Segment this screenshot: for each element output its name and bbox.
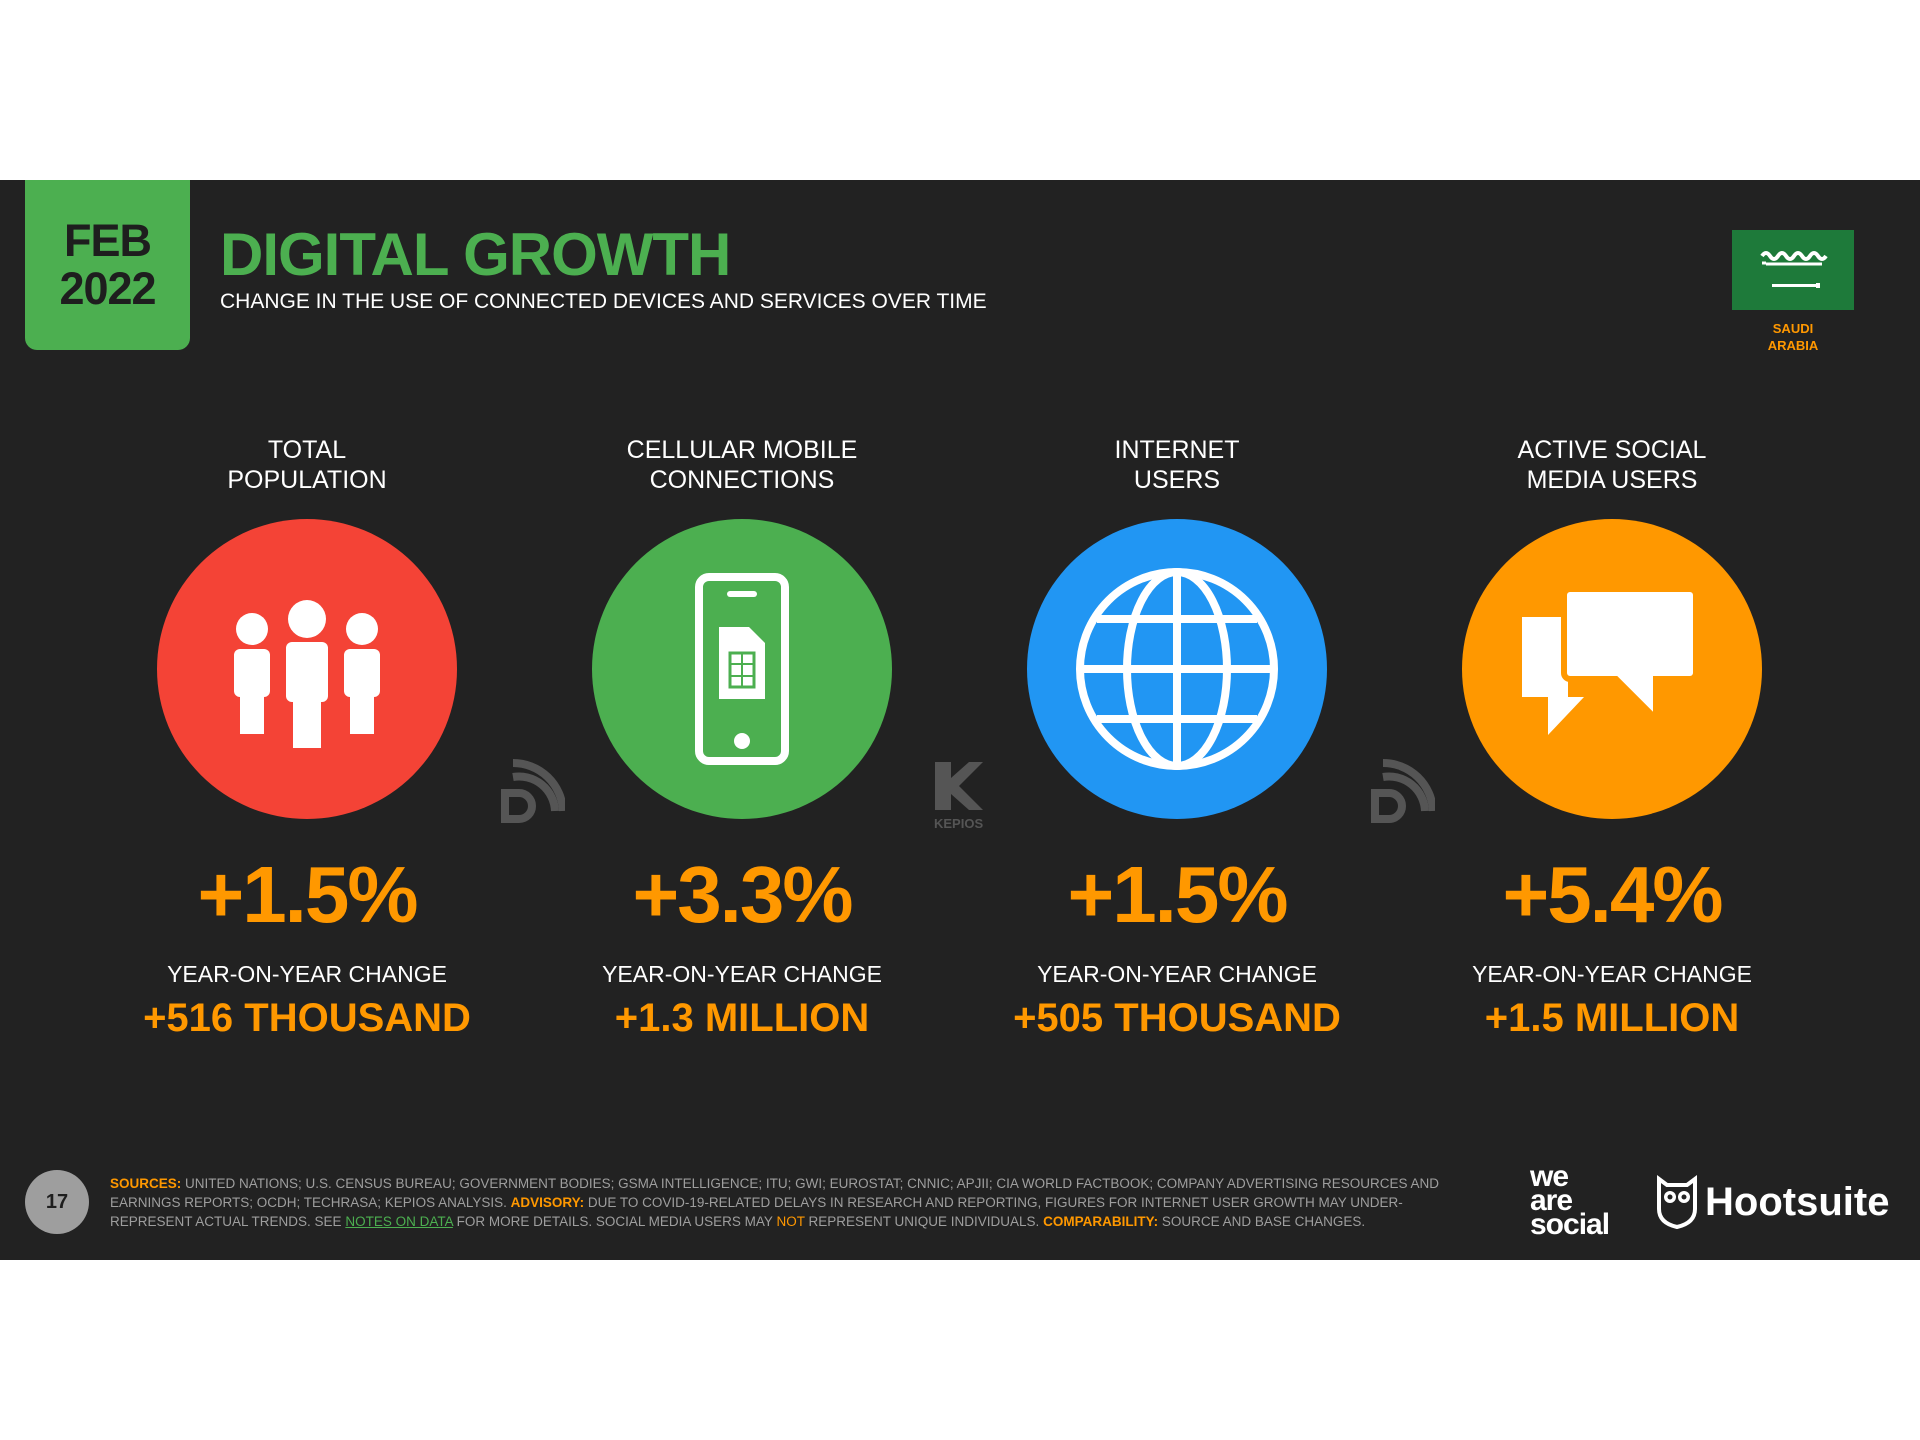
mobile-sim-icon bbox=[592, 519, 892, 819]
percent-change: +1.5% bbox=[1067, 850, 1288, 939]
percent-change: +5.4% bbox=[1502, 850, 1723, 939]
absolute-change: +1.5 MILLION bbox=[1484, 996, 1740, 1040]
metric-social-media-users: ACTIVE SOCIAL MEDIA USERS +5.4% YEAR-ON-… bbox=[1402, 435, 1822, 1041]
saudi-flag-icon bbox=[1732, 230, 1854, 310]
metric-total-population: TOTAL POPULATION +1.5% YEAR-ON-YEAR CHAN bbox=[97, 435, 517, 1041]
page-title: DIGITAL GROWTH bbox=[220, 221, 731, 288]
metric-label: ACTIVE SOCIAL MEDIA USERS bbox=[1517, 436, 1707, 494]
percent-change: +1.5% bbox=[197, 850, 418, 939]
page-number: 17 bbox=[25, 1170, 89, 1234]
country-label: SAUDI ARABIA bbox=[1767, 321, 1819, 353]
kepios-label: KEPIOS bbox=[934, 816, 984, 831]
date-badge: FEB 2022 bbox=[25, 180, 190, 350]
people-icon bbox=[157, 519, 457, 819]
we-are-social-logo: we are social bbox=[1530, 1160, 1610, 1241]
metric-label: INTERNET USERS bbox=[1114, 436, 1240, 494]
percent-change: +3.3% bbox=[632, 850, 853, 939]
absolute-change: +516 THOUSAND bbox=[143, 996, 471, 1040]
yoy-label: YEAR-ON-YEAR CHANGE bbox=[602, 961, 882, 987]
yoy-label: YEAR-ON-YEAR CHANGE bbox=[167, 961, 447, 987]
notes-on-data-link[interactable]: NOTES ON DATA bbox=[345, 1214, 453, 1229]
metric-cellular-connections: CELLULAR MOBILE CONNECTIONS +3.3% YEAR-O… bbox=[532, 435, 952, 1041]
globe-icon bbox=[1027, 519, 1327, 819]
date-year: 2022 bbox=[59, 263, 156, 314]
absolute-change: +505 THOUSAND bbox=[1013, 996, 1341, 1040]
slide: FEB 2022 DIGITAL GROWTH CHANGE IN THE US… bbox=[0, 180, 1920, 1260]
metric-label: TOTAL POPULATION bbox=[227, 436, 387, 494]
speech-bubbles-icon bbox=[1462, 519, 1762, 819]
metric-internet-users: INTERNET USERS +1.5% YEAR-ON-YEAR CHANGE… bbox=[967, 435, 1387, 1041]
sources-note: SOURCES: UNITED NATIONS; U.S. CENSUS BUR… bbox=[110, 1176, 1439, 1229]
owl-icon bbox=[1657, 1175, 1697, 1229]
datareportal-logo-icon bbox=[495, 755, 567, 825]
page-subtitle: CHANGE IN THE USE OF CONNECTED DEVICES A… bbox=[220, 290, 987, 313]
metric-label: CELLULAR MOBILE CONNECTIONS bbox=[626, 436, 858, 494]
hootsuite-logo: Hootsuite bbox=[1655, 1175, 1889, 1229]
yoy-label: YEAR-ON-YEAR CHANGE bbox=[1472, 961, 1752, 987]
absolute-change: +1.3 MILLION bbox=[614, 996, 870, 1040]
kepios-logo-icon bbox=[933, 760, 985, 817]
datareportal-logo-icon bbox=[1365, 755, 1437, 825]
yoy-label: YEAR-ON-YEAR CHANGE bbox=[1037, 961, 1317, 987]
date-month: FEB bbox=[64, 215, 152, 266]
